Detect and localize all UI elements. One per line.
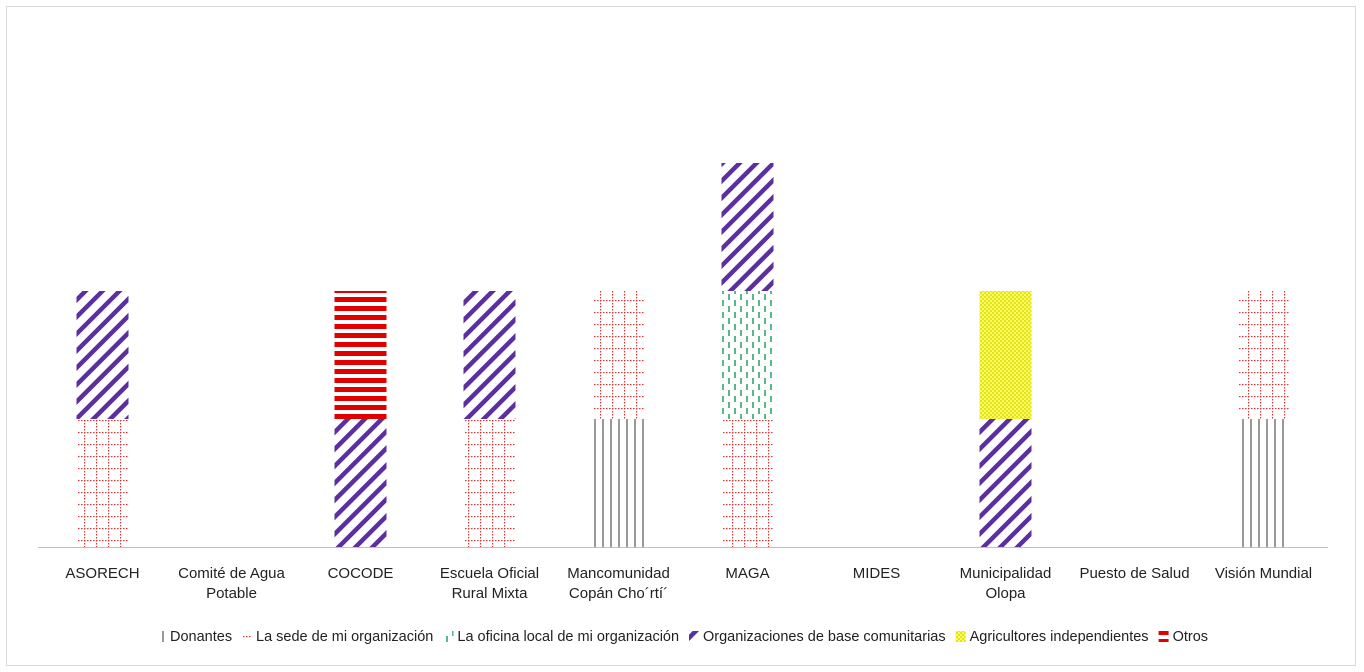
category-label-puesto-de-salud: Puesto de Salud <box>1079 565 1189 582</box>
category-label-mancomunidad-copan-cho-rti: Mancomunidad Copán Cho´rtí´ <box>567 565 670 602</box>
legend-label-la-oficina-local-de-mi-organizacion: La oficina local de mi organización <box>457 629 679 645</box>
legend-swatch-agricultores-independientes <box>955 631 966 642</box>
bar-municipalidad-olopa-organizaciones-de-base-comunitarias <box>979 419 1032 547</box>
legend-label-agricultores-independientes: Agricultores independientes <box>970 629 1149 645</box>
bars-layer <box>76 163 1290 547</box>
category-label-cocode: COCODE <box>328 565 394 582</box>
category-label-comite-de-agua-potable: Comité de Agua Potable <box>178 565 285 602</box>
legend-item-otros: Otros <box>1158 629 1208 645</box>
legend-swatch-donantes <box>156 631 166 642</box>
bar-cocode-otros <box>334 291 387 419</box>
bar-municipalidad-olopa-agricultores-independientes <box>979 291 1032 419</box>
bar-asorech-la-sede-de-mi-organizacion <box>76 419 129 547</box>
legend-item-la-oficina-local-de-mi-organizacion: La oficina local de mi organización <box>443 629 679 645</box>
legend-label-donantes: Donantes <box>170 629 232 645</box>
legend-label-organizaciones-de-base-comunitarias: Organizaciones de base comunitarias <box>703 629 946 645</box>
legend-item-organizaciones-de-base-comunitarias: Organizaciones de base comunitarias <box>689 629 946 645</box>
bar-maga-la-oficina-local-de-mi-organizacion <box>721 291 774 419</box>
legend-swatch-otros <box>1158 631 1169 642</box>
legend-item-la-sede-de-mi-organizacion: La sede de mi organización <box>242 629 433 645</box>
legend-swatch-la-sede-de-mi-organizacion <box>242 631 252 642</box>
category-label-asorech: ASORECH <box>65 565 139 582</box>
legend-swatch-la-oficina-local-de-mi-organizacion <box>443 631 454 642</box>
chart-frame <box>6 6 1356 666</box>
bar-escuela-oficial-rural-mixta-la-sede-de-mi-organizacion <box>463 419 516 547</box>
legend-label-la-sede-de-mi-organizacion: La sede de mi organización <box>256 629 433 645</box>
bar-vision-mundial-la-sede-de-mi-organizacion <box>1237 291 1290 419</box>
bar-escuela-oficial-rural-mixta-organizaciones-de-base-comunitarias <box>463 291 516 419</box>
legend: Donantes La sede de mi organización La ofi… <box>156 629 1208 645</box>
category-label-escuela-oficial-rural-mixta: Escuela Oficial Rural Mixta <box>440 565 539 602</box>
bar-maga-organizaciones-de-base-comunitarias <box>721 163 774 291</box>
legend-swatch-organizaciones-de-base-comunitarias <box>689 631 699 642</box>
legend-item-donantes: Donantes <box>156 629 232 645</box>
bar-vision-mundial-donantes <box>1237 419 1290 547</box>
bar-maga-la-sede-de-mi-organizacion <box>721 419 774 547</box>
category-label-municipalidad-olopa: Municipalidad Olopa <box>960 565 1052 602</box>
legend-label-otros: Otros <box>1173 629 1208 645</box>
category-label-maga: MAGA <box>725 565 769 582</box>
legend-item-agricultores-independientes: Agricultores independientes <box>955 629 1149 645</box>
bar-asorech-organizaciones-de-base-comunitarias <box>76 291 129 419</box>
bar-cocode-organizaciones-de-base-comunitarias <box>334 419 387 547</box>
category-label-mides: MIDES <box>853 565 901 582</box>
category-label-vision-mundial: Visión Mundial <box>1215 565 1312 582</box>
bar-mancomunidad-copan-cho-rti-donantes <box>592 419 645 547</box>
bar-mancomunidad-copan-cho-rti-la-sede-de-mi-organizacion <box>592 291 645 419</box>
category-labels: ASORECH Comité de Agua Potable COCODE Escuel… <box>65 565 1312 602</box>
